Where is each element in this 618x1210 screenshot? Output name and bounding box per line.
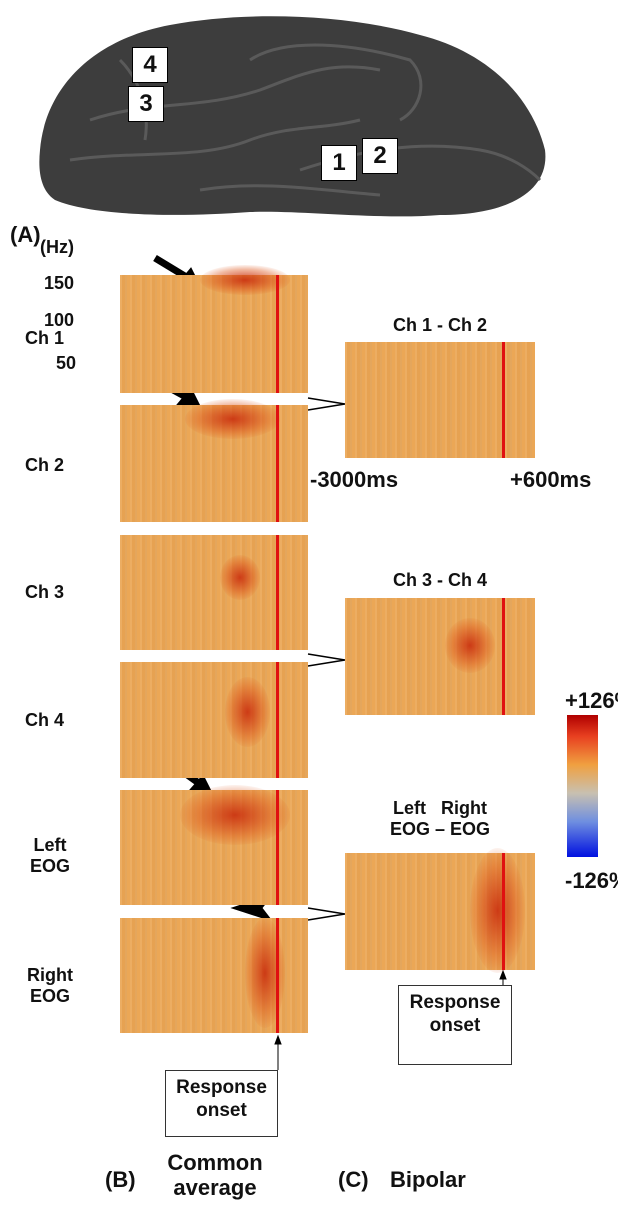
channel-label: Left EOG (20, 835, 80, 876)
activation (200, 265, 290, 295)
text-line: Response (176, 1077, 267, 1098)
electrode-label: 1 (321, 145, 357, 181)
onset-line (502, 598, 505, 715)
tick-label: 150 (44, 273, 75, 293)
text-line: onset (196, 1099, 247, 1121)
channel-label: Ch 2 (25, 455, 65, 475)
spectrogram (345, 848, 535, 973)
electrode-label: 2 (362, 138, 398, 174)
channel-label: Right EOG (20, 965, 80, 1006)
time-label: +600ms (510, 467, 592, 492)
colorbar-max: +126% (565, 688, 618, 713)
text-line: onset (429, 1014, 481, 1036)
channel-label: Ch 3 (25, 582, 65, 602)
onset-line (276, 275, 279, 393)
text-line: Left Right (393, 798, 487, 818)
activation (470, 848, 525, 973)
channel-label: Ch 4 (25, 710, 65, 730)
text-line: EOG (29, 855, 70, 876)
panel-title: Common average (150, 1150, 280, 1201)
onset-line (276, 918, 279, 1033)
activation (445, 618, 495, 673)
channel-label: Ch 1 (25, 328, 65, 348)
text-line: EOG (29, 985, 70, 1006)
spectrogram (120, 399, 308, 522)
text-line: Right (27, 965, 73, 985)
activation (225, 677, 270, 747)
colorbar-min: -126% (565, 868, 618, 893)
text-line: Common (167, 1150, 263, 1175)
activation (180, 785, 290, 845)
onset-line (276, 790, 279, 905)
text-line: EOG – EOG (389, 818, 491, 839)
spectrogram (120, 785, 308, 905)
spectrogram (120, 535, 308, 650)
onset-line (276, 535, 279, 650)
onset-line (502, 342, 505, 458)
bipolar-title: Left Right EOG – EOG (345, 798, 535, 839)
spectrogram (345, 342, 535, 458)
bipolar-title: Ch 1 - Ch 2 (392, 315, 487, 335)
spectrogram (120, 265, 308, 393)
onset-box: Response onset (398, 985, 512, 1065)
tick-label: 100 (44, 310, 75, 330)
electrode-label: 4 (132, 47, 168, 83)
colorbar (567, 715, 598, 857)
axis-unit: (Hz) (40, 237, 74, 257)
panel-label: (C) (338, 1167, 369, 1192)
onset-line (276, 662, 279, 778)
panel-title: Bipolar (390, 1167, 466, 1192)
activation (245, 918, 285, 1028)
activation (220, 555, 260, 600)
panel-label: (A) (10, 222, 41, 247)
time-label: -3000ms (310, 467, 399, 492)
activation (185, 399, 280, 439)
spectrogram (120, 918, 308, 1033)
text-line: average (173, 1175, 257, 1201)
onset-line (276, 405, 279, 522)
electrode-label: 3 (128, 86, 164, 122)
text-line: Left (33, 835, 67, 855)
onset-pointers (274, 969, 507, 1070)
spectrogram (120, 662, 308, 778)
spectrogram (345, 598, 535, 715)
panel-label: (B) (105, 1167, 136, 1192)
tick-label: 50 (56, 353, 77, 373)
text-line: Response (409, 992, 501, 1013)
onset-line (502, 853, 505, 970)
bipolar-title: Ch 3 - Ch 4 (392, 570, 487, 590)
onset-box: Response onset (165, 1070, 278, 1137)
